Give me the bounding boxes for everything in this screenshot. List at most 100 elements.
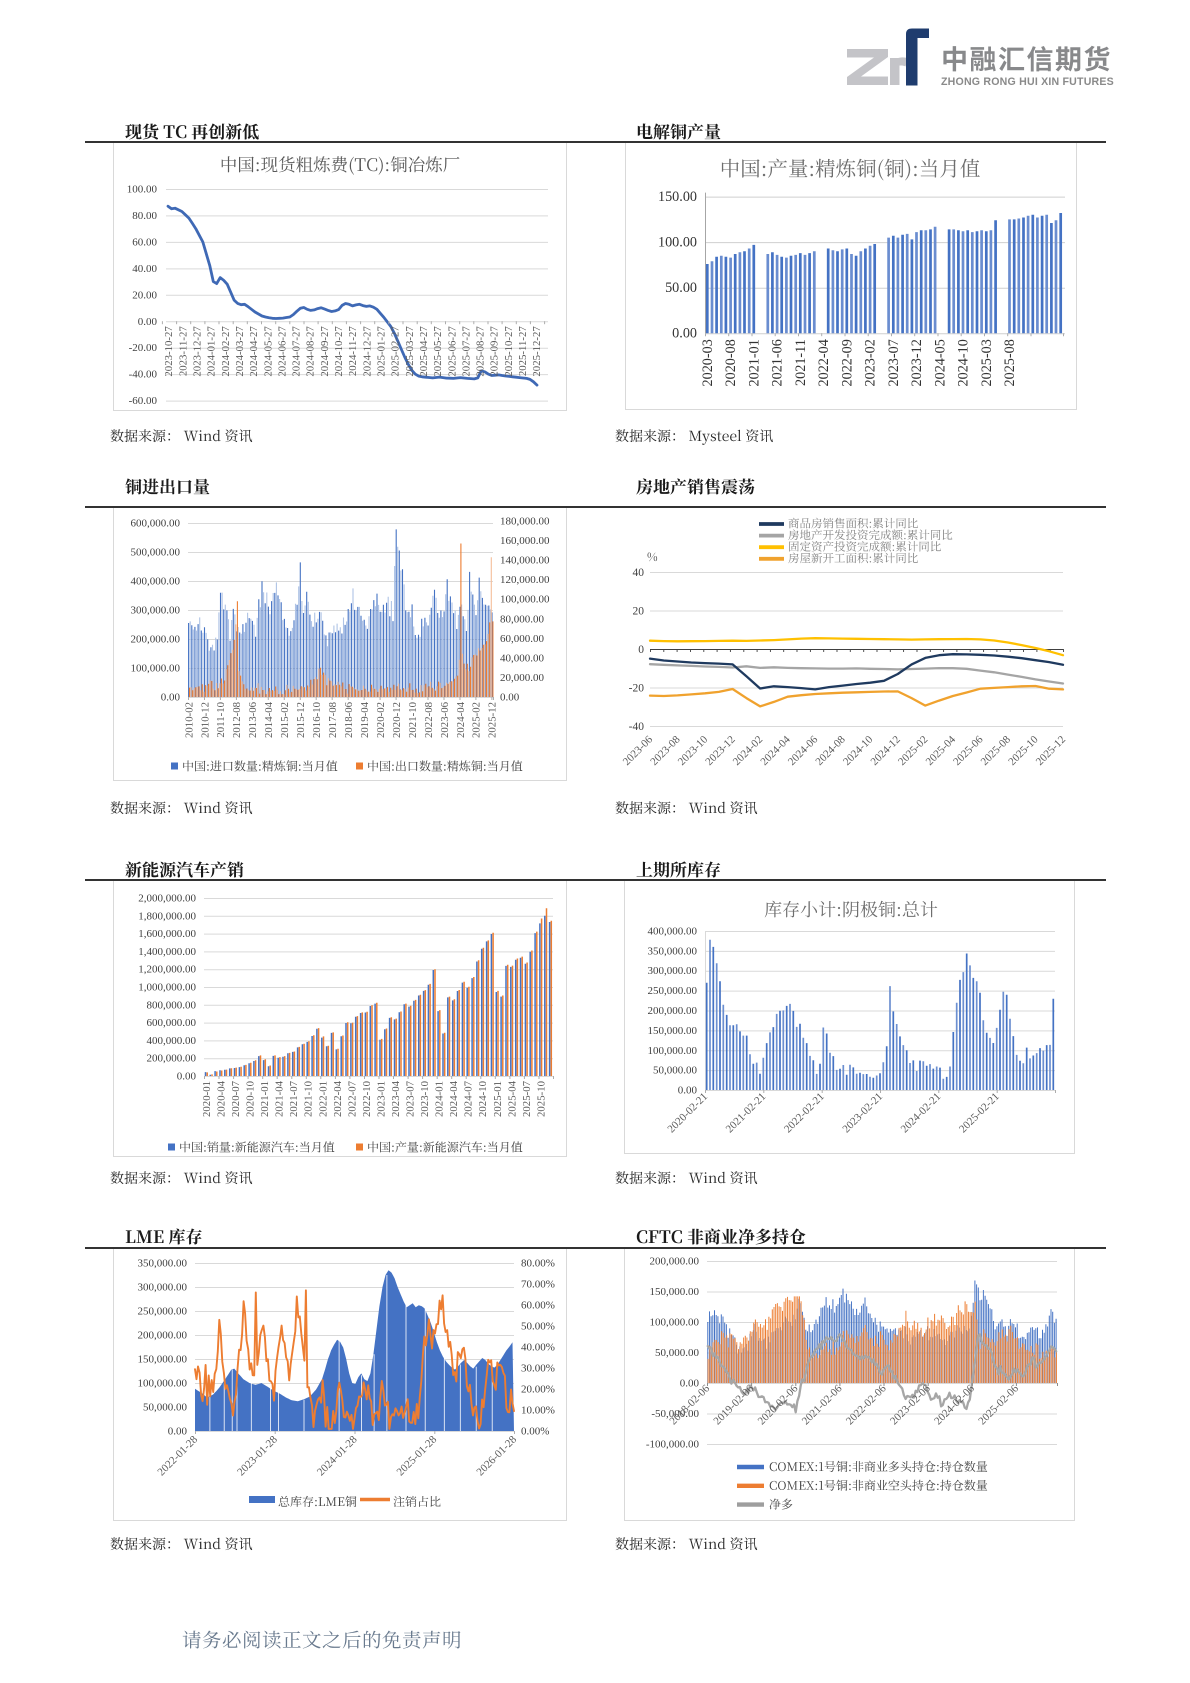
svg-text:2015-02: 2015-02 — [279, 702, 291, 738]
svg-text:2025-09-27: 2025-09-27 — [489, 326, 501, 377]
svg-text:50.00%: 50.00% — [521, 1321, 555, 1333]
svg-text:2020-03: 2020-03 — [700, 339, 716, 386]
svg-text:2025-10: 2025-10 — [535, 1081, 547, 1117]
svg-text:20: 20 — [633, 606, 645, 618]
svg-text:200,000.00: 200,000.00 — [147, 1053, 197, 1065]
svg-text:2021-01: 2021-01 — [746, 339, 762, 386]
svg-text:2022-01-28: 2022-01-28 — [155, 1433, 200, 1478]
svg-text:500,000.00: 500,000.00 — [131, 547, 181, 559]
svg-text:250,000.00: 250,000.00 — [138, 1306, 188, 1318]
svg-text:2025-10-27: 2025-10-27 — [503, 326, 515, 377]
svg-text:100,000.00: 100,000.00 — [138, 1378, 188, 1390]
svg-text:400,000.00: 400,000.00 — [131, 576, 181, 588]
svg-text:2023-12-27: 2023-12-27 — [192, 326, 204, 377]
svg-text:2024-09-27: 2024-09-27 — [319, 326, 331, 377]
svg-text:-100,000.00: -100,000.00 — [646, 1439, 700, 1451]
svg-text:2021-07: 2021-07 — [288, 1080, 300, 1117]
svg-text:2024-01-27: 2024-01-27 — [206, 326, 218, 377]
svg-text:40.00%: 40.00% — [521, 1342, 555, 1354]
svg-text:0.00: 0.00 — [168, 1426, 188, 1438]
svg-text:80.00%: 80.00% — [521, 1258, 555, 1270]
svg-text:2020-02-21: 2020-02-21 — [665, 1091, 710, 1136]
svg-text:1,400,000.00: 1,400,000.00 — [138, 946, 196, 958]
svg-text:2023-02-21: 2023-02-21 — [840, 1091, 885, 1136]
svg-text:160,000.00: 160,000.00 — [500, 535, 550, 547]
svg-text:60,000.00: 60,000.00 — [500, 633, 545, 645]
svg-text:30.00%: 30.00% — [521, 1363, 555, 1375]
svg-text:2023-07: 2023-07 — [405, 1080, 417, 1117]
svg-text:-40: -40 — [629, 721, 645, 733]
svg-text:2010-02: 2010-02 — [183, 702, 195, 738]
svg-text:2020-08: 2020-08 — [723, 339, 739, 386]
svg-text:100,000.00: 100,000.00 — [131, 663, 181, 675]
svg-text:2024-11-27: 2024-11-27 — [347, 326, 359, 377]
svg-text:2025-08-27: 2025-08-27 — [475, 326, 487, 377]
svg-text:300,000.00: 300,000.00 — [131, 605, 181, 617]
svg-text:2024-02-27: 2024-02-27 — [220, 326, 232, 377]
svg-text:1,000,000.00: 1,000,000.00 — [138, 982, 196, 994]
svg-text:2025-03: 2025-03 — [979, 339, 995, 386]
svg-text:2021-06: 2021-06 — [770, 339, 786, 386]
svg-text:2021-10: 2021-10 — [303, 1081, 315, 1117]
svg-text:2010-12: 2010-12 — [199, 702, 211, 738]
svg-text:-20: -20 — [629, 683, 645, 695]
svg-text:2023-01: 2023-01 — [375, 1081, 387, 1117]
svg-text:200,000.00: 200,000.00 — [648, 1005, 698, 1017]
svg-text:2022-04: 2022-04 — [816, 339, 832, 386]
svg-text:2023-12: 2023-12 — [909, 339, 925, 386]
svg-text:ZHONG RONG HUI XIN FUTURES: ZHONG RONG HUI XIN FUTURES — [941, 76, 1114, 88]
svg-text:50,000.00: 50,000.00 — [653, 1065, 698, 1077]
svg-text:40.00: 40.00 — [132, 263, 157, 275]
svg-text:-20.00: -20.00 — [129, 342, 158, 354]
svg-text:2020-07: 2020-07 — [230, 1080, 242, 1117]
svg-text:250,000.00: 250,000.00 — [648, 985, 698, 997]
svg-text:2016-10: 2016-10 — [311, 702, 323, 738]
svg-text:2024-12-27: 2024-12-27 — [361, 326, 373, 377]
svg-text:350,000.00: 350,000.00 — [138, 1258, 188, 1270]
svg-text:2025-01-28: 2025-01-28 — [395, 1433, 440, 1478]
svg-text:0.00: 0.00 — [138, 316, 158, 328]
svg-text:2020-02: 2020-02 — [375, 702, 387, 738]
svg-text:2011-10: 2011-10 — [215, 702, 227, 738]
svg-text:-50,000.00: -50,000.00 — [651, 1408, 699, 1420]
svg-text:100.00: 100.00 — [658, 235, 697, 251]
svg-text:2024-02-06: 2024-02-06 — [932, 1382, 977, 1427]
svg-text:2022-10: 2022-10 — [361, 1081, 373, 1117]
svg-text:2024-10: 2024-10 — [477, 1081, 489, 1117]
svg-text:50,000.00: 50,000.00 — [143, 1402, 188, 1414]
svg-text:300,000.00: 300,000.00 — [138, 1282, 188, 1294]
svg-text:60.00%: 60.00% — [521, 1300, 555, 1312]
svg-text:2024-08-27: 2024-08-27 — [305, 326, 317, 377]
svg-text:2020-01: 2020-01 — [201, 1081, 213, 1117]
svg-text:2025-01: 2025-01 — [492, 1081, 504, 1117]
svg-text:2021-01: 2021-01 — [259, 1081, 271, 1117]
svg-text:70.00%: 70.00% — [521, 1279, 555, 1291]
svg-text:2025-07: 2025-07 — [521, 1080, 533, 1117]
svg-text:2023-02: 2023-02 — [863, 339, 879, 386]
svg-text:120,000.00: 120,000.00 — [500, 574, 550, 586]
svg-text:400,000.00: 400,000.00 — [648, 926, 698, 938]
svg-text:2020-10: 2020-10 — [245, 1081, 257, 1117]
svg-text:2023-07: 2023-07 — [886, 339, 902, 386]
svg-text:-60.00: -60.00 — [129, 395, 158, 407]
svg-text:20.00%: 20.00% — [521, 1384, 555, 1396]
svg-text:2025-05-27: 2025-05-27 — [432, 326, 444, 377]
svg-text:2,000,000.00: 2,000,000.00 — [138, 893, 196, 905]
svg-text:2025-12: 2025-12 — [487, 702, 499, 738]
svg-text:2024-07: 2024-07 — [463, 1080, 475, 1117]
svg-text:2022-09: 2022-09 — [839, 339, 855, 386]
svg-text:2013-06: 2013-06 — [247, 701, 259, 738]
svg-text:2023-10: 2023-10 — [419, 1081, 431, 1117]
svg-text:800,000.00: 800,000.00 — [147, 999, 197, 1011]
svg-text:80.00: 80.00 — [132, 210, 157, 222]
svg-text:0.00: 0.00 — [678, 1085, 698, 1097]
svg-text:2025-12-27: 2025-12-27 — [531, 326, 543, 377]
svg-text:2020-04: 2020-04 — [216, 1080, 228, 1117]
svg-text:2025-06-27: 2025-06-27 — [446, 326, 458, 377]
svg-text:2025-02: 2025-02 — [471, 702, 483, 738]
svg-text:2024-10: 2024-10 — [956, 339, 972, 386]
svg-text:600,000.00: 600,000.00 — [147, 1017, 197, 1029]
svg-text:1,800,000.00: 1,800,000.00 — [138, 910, 196, 922]
svg-text:0.00: 0.00 — [680, 1378, 700, 1390]
svg-text:2025-11-27: 2025-11-27 — [517, 326, 529, 377]
